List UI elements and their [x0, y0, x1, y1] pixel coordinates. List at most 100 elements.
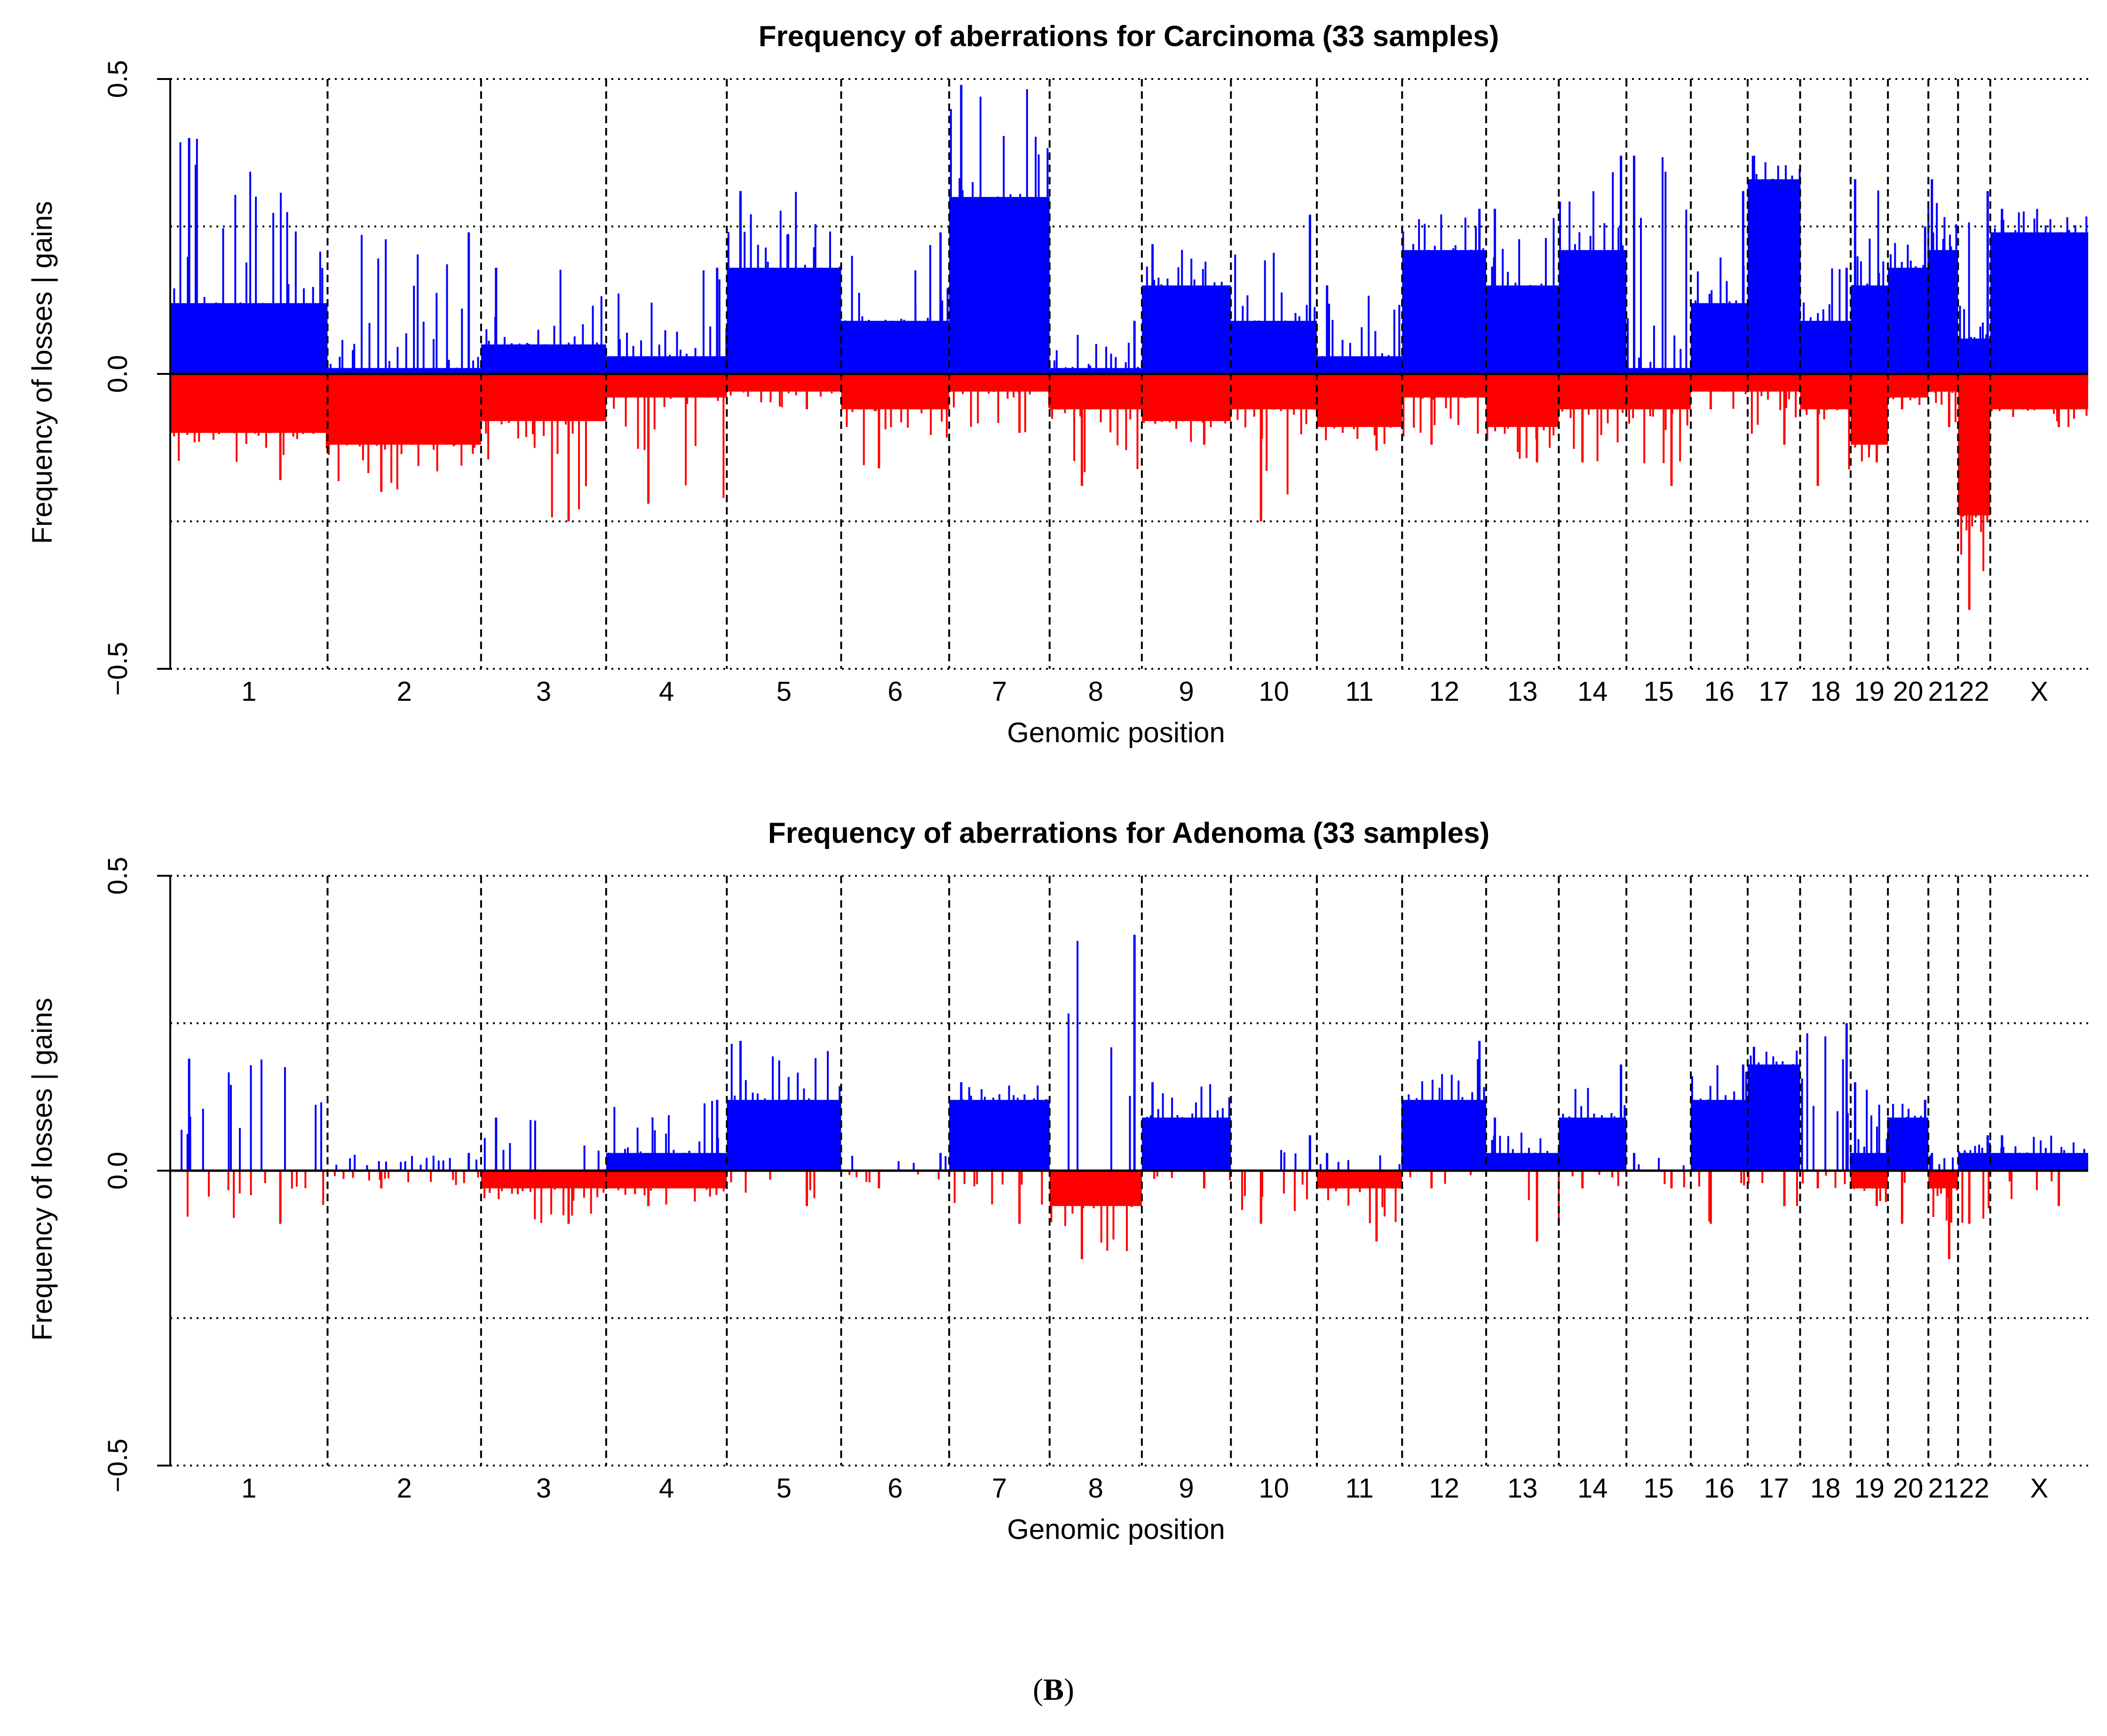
adenoma-chr-12-bars — [1401, 1041, 1486, 1189]
adenoma-chr-label-16: 16 — [1704, 1473, 1735, 1504]
adenoma-chr-label-4: 4 — [659, 1473, 674, 1504]
carcinoma-chr-7-loss-block — [949, 374, 1050, 392]
carcinoma-chr-1-loss-block — [170, 374, 328, 433]
adenoma-chr-label-X: X — [2030, 1473, 2049, 1504]
carcinoma-panel: Frequency of aberrations for Carcinoma (… — [26, 20, 2088, 748]
adenoma-chr-label-15: 15 — [1643, 1473, 1674, 1504]
adenoma-chr-3-loss-block — [481, 1171, 606, 1189]
carcinoma-chr-2-bars — [327, 232, 481, 492]
carcinoma-y-tick-label-2: 0.5 — [103, 60, 133, 98]
adenoma-chr-label-6: 6 — [887, 1473, 903, 1504]
carcinoma-chr-20-loss-block — [1888, 374, 1929, 398]
adenoma-chr-label-13: 13 — [1507, 1473, 1538, 1504]
adenoma-chr-15-bars — [1633, 1153, 1685, 1189]
carcinoma-chr-16-bars — [1690, 191, 1748, 410]
adenoma-chr-1-bars — [181, 1058, 325, 1224]
carcinoma-chr-19-bars — [1850, 179, 1888, 463]
adenoma-y-tick-label-0: −0.5 — [103, 1439, 133, 1493]
carcinoma-chr-label-10: 10 — [1259, 676, 1289, 707]
adenoma-chr-5-gain-block — [727, 1100, 841, 1171]
carcinoma-chr-label-20: 20 — [1893, 676, 1924, 707]
adenoma-chr-3-bars — [481, 1118, 606, 1224]
carcinoma-chr-6-bars — [841, 232, 950, 468]
adenoma-chr-label-2: 2 — [397, 1473, 412, 1504]
figure-label: (B) — [0, 1672, 2107, 1708]
adenoma-chr-8-loss-block — [1049, 1171, 1142, 1206]
carcinoma-chr-label-22: 22 — [1959, 676, 1989, 707]
adenoma-chr-5-bars — [727, 1041, 841, 1206]
carcinoma-chr-14-loss-block — [1559, 374, 1627, 410]
carcinoma-chr-18-gain-block — [1800, 321, 1851, 374]
carcinoma-chr-16-gain-block — [1691, 303, 1748, 374]
carcinoma-chr-label-16: 16 — [1704, 676, 1735, 707]
carcinoma-y-tick-label-1: 0.0 — [103, 355, 133, 393]
adenoma-chr-22-bars — [1958, 1135, 1991, 1224]
carcinoma-chr-label-3: 3 — [536, 676, 551, 707]
figure-label-letter: B — [1043, 1673, 1064, 1707]
carcinoma-chr-2-gain-block — [327, 368, 481, 374]
carcinoma-chr-15-loss-block — [1626, 374, 1691, 410]
carcinoma-y-tick-label-0: −0.5 — [103, 642, 133, 696]
adenoma-chr-label-7: 7 — [992, 1473, 1007, 1504]
carcinoma-chr-14-bars — [1559, 156, 1627, 463]
carcinoma-chr-label-2: 2 — [397, 676, 412, 707]
carcinoma-chr-label-21: 21 — [1928, 676, 1958, 707]
adenoma-chr-19-gain-block — [1850, 1153, 1888, 1171]
adenoma-chr-16-bars — [1691, 1064, 1748, 1224]
carcinoma-chr-label-19: 19 — [1854, 676, 1885, 707]
adenoma-chr-17-bars — [1747, 1046, 1800, 1206]
carcinoma-chr-label-8: 8 — [1088, 676, 1103, 707]
carcinoma-chr-3-gain-block — [481, 344, 606, 374]
adenoma-chr-10-bars — [1241, 1135, 1311, 1224]
adenoma-chr-7-bars — [949, 1082, 1050, 1224]
carcinoma-chr-label-13: 13 — [1507, 676, 1538, 707]
carcinoma-chr-20-bars — [1888, 226, 1929, 410]
carcinoma-ylabel: Frequency of losses | gains — [26, 201, 58, 544]
carcinoma-chr-label-4: 4 — [659, 676, 674, 707]
adenoma-chr-label-5: 5 — [776, 1473, 792, 1504]
carcinoma-chr-label-1: 1 — [241, 676, 256, 707]
carcinoma-chr-1-bars — [170, 138, 328, 480]
adenoma-chr-label-9: 9 — [1179, 1473, 1194, 1504]
carcinoma-chr-4-gain-block — [606, 356, 727, 374]
carcinoma-chr-7-bars — [949, 85, 1050, 433]
carcinoma-chr-6-loss-block — [841, 374, 950, 410]
carcinoma-chr-X-loss-block — [1990, 374, 2088, 410]
carcinoma-chr-21-loss-block — [1928, 374, 1958, 392]
carcinoma-chr-17-loss-block — [1748, 374, 1800, 392]
carcinoma-chr-label-12: 12 — [1429, 676, 1459, 707]
carcinoma-chr-9-bars — [1141, 244, 1231, 445]
carcinoma-chr-label-7: 7 — [992, 676, 1007, 707]
carcinoma-title: Frequency of aberrations for Carcinoma (… — [759, 20, 1499, 53]
adenoma-chr-label-19: 19 — [1854, 1473, 1885, 1504]
figure-label-open: ( — [1033, 1673, 1043, 1707]
carcinoma-chr-12-gain-block — [1402, 250, 1486, 374]
carcinoma-chr-2-loss-block — [327, 374, 481, 445]
adenoma-chr-6-bars — [848, 1153, 947, 1189]
adenoma-title: Frequency of aberrations for Adenoma (33… — [768, 817, 1489, 849]
carcinoma-chr-label-15: 15 — [1643, 676, 1674, 707]
adenoma-chr-label-21: 21 — [1928, 1473, 1958, 1504]
adenoma-chr-X-gain-block — [1990, 1153, 2088, 1171]
carcinoma-chr-X-bars — [1990, 208, 2088, 427]
carcinoma-chr-9-gain-block — [1141, 285, 1231, 374]
carcinoma-chr-4-bars — [606, 268, 728, 504]
adenoma-chr-11-bars — [1316, 1153, 1402, 1242]
carcinoma-chr-8-loss-block — [1049, 374, 1142, 410]
carcinoma-chr-22-bars — [1958, 191, 1990, 610]
carcinoma-chr-13-gain-block — [1486, 285, 1559, 374]
adenoma-y-tick-label-1: 0.0 — [103, 1152, 133, 1190]
carcinoma-chr-label-14: 14 — [1577, 676, 1608, 707]
carcinoma-chr-5-loss-block — [727, 374, 841, 392]
adenoma-chr-label-10: 10 — [1259, 1473, 1289, 1504]
adenoma-chr-21-bars — [1928, 1153, 1958, 1260]
carcinoma-chr-label-17: 17 — [1758, 676, 1789, 707]
carcinoma-chr-7-gain-block — [949, 197, 1050, 374]
carcinoma-chr-18-bars — [1800, 268, 1851, 486]
adenoma-chr-8-bars — [1049, 935, 1142, 1260]
carcinoma-chr-5-bars — [727, 191, 841, 410]
carcinoma-chr-18-loss-block — [1800, 374, 1851, 410]
carcinoma-chr-12-bars — [1402, 208, 1486, 445]
adenoma-chr-9-bars — [1141, 1082, 1231, 1189]
adenoma-chr-18-bars — [1801, 1023, 1849, 1189]
